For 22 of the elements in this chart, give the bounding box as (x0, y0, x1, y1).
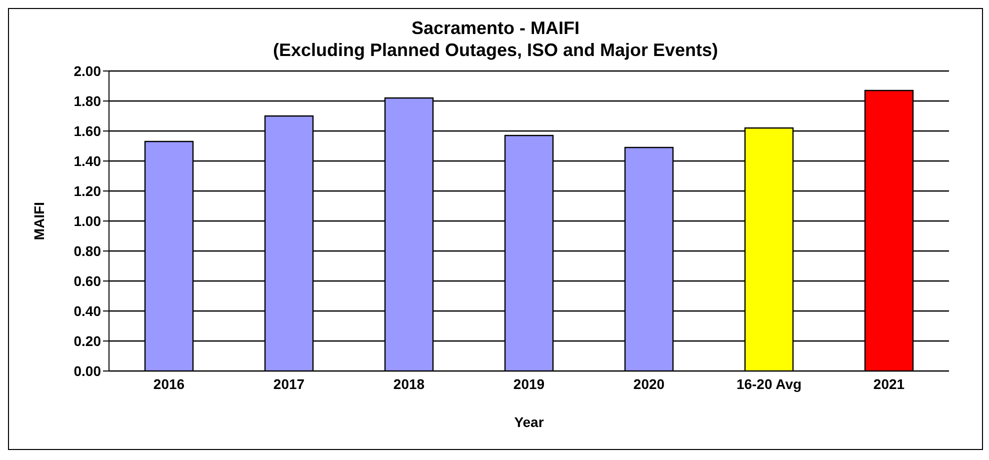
x-tick-label: 2020 (633, 376, 665, 392)
y-tick-label: 1.20 (74, 182, 102, 199)
chart-title: Sacramento - MAIFI (410, 17, 581, 39)
y-tick-label: 0.00 (74, 362, 102, 379)
x-tick-label: 2016 (153, 376, 185, 392)
x-axis-title: Year (514, 414, 544, 430)
y-tick-label: 1.40 (74, 152, 102, 169)
y-tick-label: 0.60 (74, 272, 102, 289)
x-tick-label: 2018 (393, 376, 425, 392)
y-tick-label: 1.00 (74, 212, 102, 229)
y-tick-label: 0.80 (74, 242, 102, 259)
y-tick-label: 1.60 (74, 122, 102, 139)
y-tick-label: 2.00 (74, 62, 102, 79)
chart-subtitle: (Excluding Planned Outages, ISO and Major Events) (272, 39, 720, 61)
x-tick-label: 2019 (513, 376, 545, 392)
y-axis-title: MAIFI (30, 202, 47, 240)
y-tick-label: 1.80 (74, 92, 102, 109)
x-tick-label: 2017 (273, 376, 305, 392)
y-tick-label: 0.40 (74, 302, 102, 319)
y-tick-label: 0.20 (74, 332, 102, 349)
x-tick-label: 16-20 Avg (736, 376, 802, 392)
x-tick-label: 2021 (873, 376, 905, 392)
